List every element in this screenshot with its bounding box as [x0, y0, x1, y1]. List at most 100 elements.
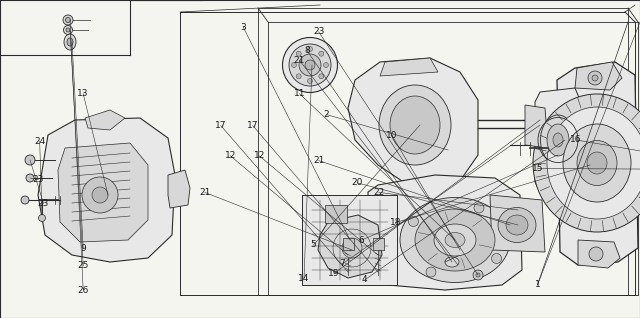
Text: 22: 22 [373, 188, 385, 197]
Text: 2: 2 [324, 110, 329, 119]
Polygon shape [535, 88, 580, 195]
Circle shape [592, 75, 598, 81]
Ellipse shape [506, 215, 528, 235]
Polygon shape [380, 58, 438, 76]
Ellipse shape [379, 85, 451, 165]
Circle shape [82, 177, 118, 213]
Ellipse shape [547, 124, 569, 156]
Ellipse shape [533, 94, 640, 232]
Ellipse shape [390, 96, 440, 154]
Text: 21: 21 [294, 56, 305, 65]
Text: 3: 3 [241, 23, 246, 31]
Ellipse shape [547, 107, 640, 219]
Ellipse shape [282, 38, 337, 93]
Circle shape [25, 155, 35, 165]
Circle shape [319, 74, 324, 79]
Circle shape [319, 51, 324, 56]
Text: 23: 23 [313, 27, 324, 36]
Circle shape [66, 28, 70, 32]
Text: 18: 18 [390, 218, 401, 227]
Ellipse shape [577, 141, 617, 185]
Polygon shape [525, 105, 548, 148]
Bar [343, 238, 354, 250]
Polygon shape [348, 58, 478, 188]
Text: 10: 10 [386, 131, 397, 140]
Polygon shape [168, 170, 190, 208]
Circle shape [65, 17, 70, 23]
Text: 9: 9 [81, 244, 86, 252]
Polygon shape [578, 240, 620, 268]
Circle shape [307, 46, 312, 52]
Circle shape [63, 15, 73, 25]
Text: 25: 25 [77, 261, 89, 270]
Polygon shape [58, 143, 148, 242]
Circle shape [408, 217, 419, 226]
Circle shape [291, 63, 296, 67]
Circle shape [92, 187, 108, 203]
Text: 23: 23 [33, 175, 44, 184]
Text: 4: 4 [362, 275, 367, 284]
Ellipse shape [445, 257, 459, 267]
Ellipse shape [342, 238, 362, 258]
Text: 14: 14 [298, 274, 310, 283]
Circle shape [474, 203, 484, 213]
Text: 12: 12 [225, 151, 236, 160]
Polygon shape [557, 62, 638, 265]
Circle shape [476, 273, 480, 277]
Text: 6: 6 [359, 236, 364, 245]
Circle shape [307, 79, 312, 84]
Ellipse shape [445, 232, 465, 247]
Text: 15: 15 [532, 164, 543, 173]
Ellipse shape [498, 208, 536, 243]
Ellipse shape [289, 44, 331, 86]
Polygon shape [38, 118, 175, 262]
Circle shape [323, 63, 328, 67]
Bar [325, 205, 347, 223]
Polygon shape [490, 195, 545, 252]
Ellipse shape [587, 152, 607, 174]
Text: 21: 21 [313, 156, 324, 165]
Ellipse shape [541, 115, 575, 165]
Bar [302, 195, 397, 285]
Text: 7: 7 [340, 259, 345, 268]
Text: 26: 26 [77, 286, 89, 294]
Text: 11: 11 [294, 89, 305, 98]
Text: 13: 13 [77, 89, 89, 98]
Ellipse shape [64, 34, 76, 50]
Circle shape [426, 267, 436, 277]
Polygon shape [575, 62, 622, 90]
Circle shape [296, 74, 301, 79]
Text: 24: 24 [34, 137, 45, 146]
Ellipse shape [67, 38, 73, 46]
Ellipse shape [434, 224, 476, 256]
Text: 1: 1 [535, 280, 540, 289]
Ellipse shape [563, 124, 631, 202]
Circle shape [38, 215, 45, 222]
Text: 20: 20 [351, 178, 363, 187]
Ellipse shape [305, 60, 315, 70]
Ellipse shape [415, 209, 495, 271]
Circle shape [473, 270, 483, 280]
Polygon shape [318, 215, 382, 278]
Text: 12: 12 [253, 151, 265, 160]
Polygon shape [85, 110, 125, 130]
Circle shape [588, 71, 602, 85]
Text: 21: 21 [199, 188, 211, 197]
Ellipse shape [400, 197, 510, 282]
Text: 17: 17 [215, 121, 227, 130]
Text: 16: 16 [570, 135, 582, 144]
Ellipse shape [299, 54, 321, 76]
Text: 17: 17 [247, 121, 259, 130]
Text: 5: 5 [311, 240, 316, 249]
Circle shape [492, 253, 502, 264]
Text: 8: 8 [305, 46, 310, 55]
Bar [373, 238, 384, 250]
Circle shape [21, 196, 29, 204]
Circle shape [589, 247, 603, 261]
Text: 19: 19 [328, 269, 340, 278]
Circle shape [63, 25, 72, 34]
Circle shape [26, 174, 34, 182]
Text: 23: 23 [38, 199, 49, 208]
Ellipse shape [553, 133, 563, 147]
Polygon shape [368, 175, 522, 290]
